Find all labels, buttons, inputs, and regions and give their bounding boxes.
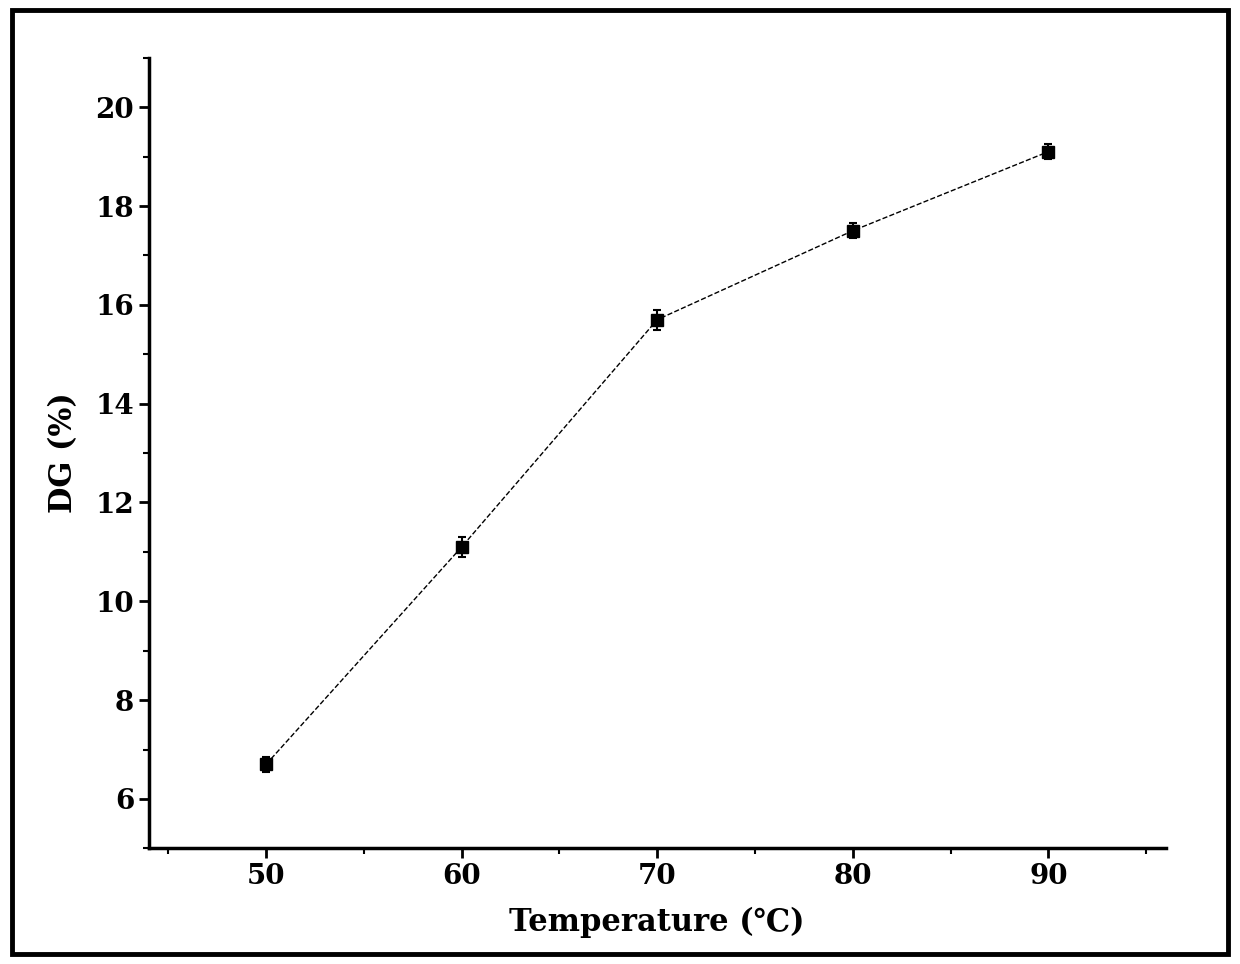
Y-axis label: DG (%): DG (%) bbox=[48, 392, 79, 514]
X-axis label: Temperature (℃): Temperature (℃) bbox=[510, 906, 805, 938]
